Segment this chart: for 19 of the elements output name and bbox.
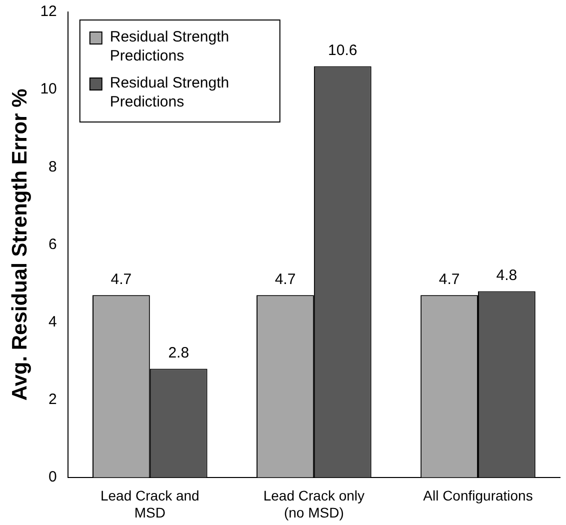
y-tick-label: 4 [48,313,57,330]
data-label: 4.7 [274,270,296,288]
y-tick-label: 8 [48,158,57,176]
y-tick-label: 2 [48,390,57,408]
y-tick-label: 12 [40,3,57,20]
legend-label: Residual Strength Predictions [110,74,230,111]
data-label: 2.8 [168,344,190,362]
y-tick-label: 10 [40,80,57,98]
y-tick-label: 6 [48,236,57,253]
y-axis-title: Avg. Residual Strength Error % [8,88,32,401]
data-label: 4.7 [438,270,460,288]
y-tick-label: 0 [48,468,57,486]
data-label: 10.6 [328,42,358,59]
x-tick-label: Lead Crack and MSD [100,488,200,520]
legend-label: Residual Strength Predictions [110,28,230,65]
x-tick-label: Lead Crack only (no MSD) [263,488,365,520]
data-label: 4.8 [496,266,518,284]
data-label: 4.7 [110,270,132,288]
x-tick-label: All Configurations [423,488,533,504]
